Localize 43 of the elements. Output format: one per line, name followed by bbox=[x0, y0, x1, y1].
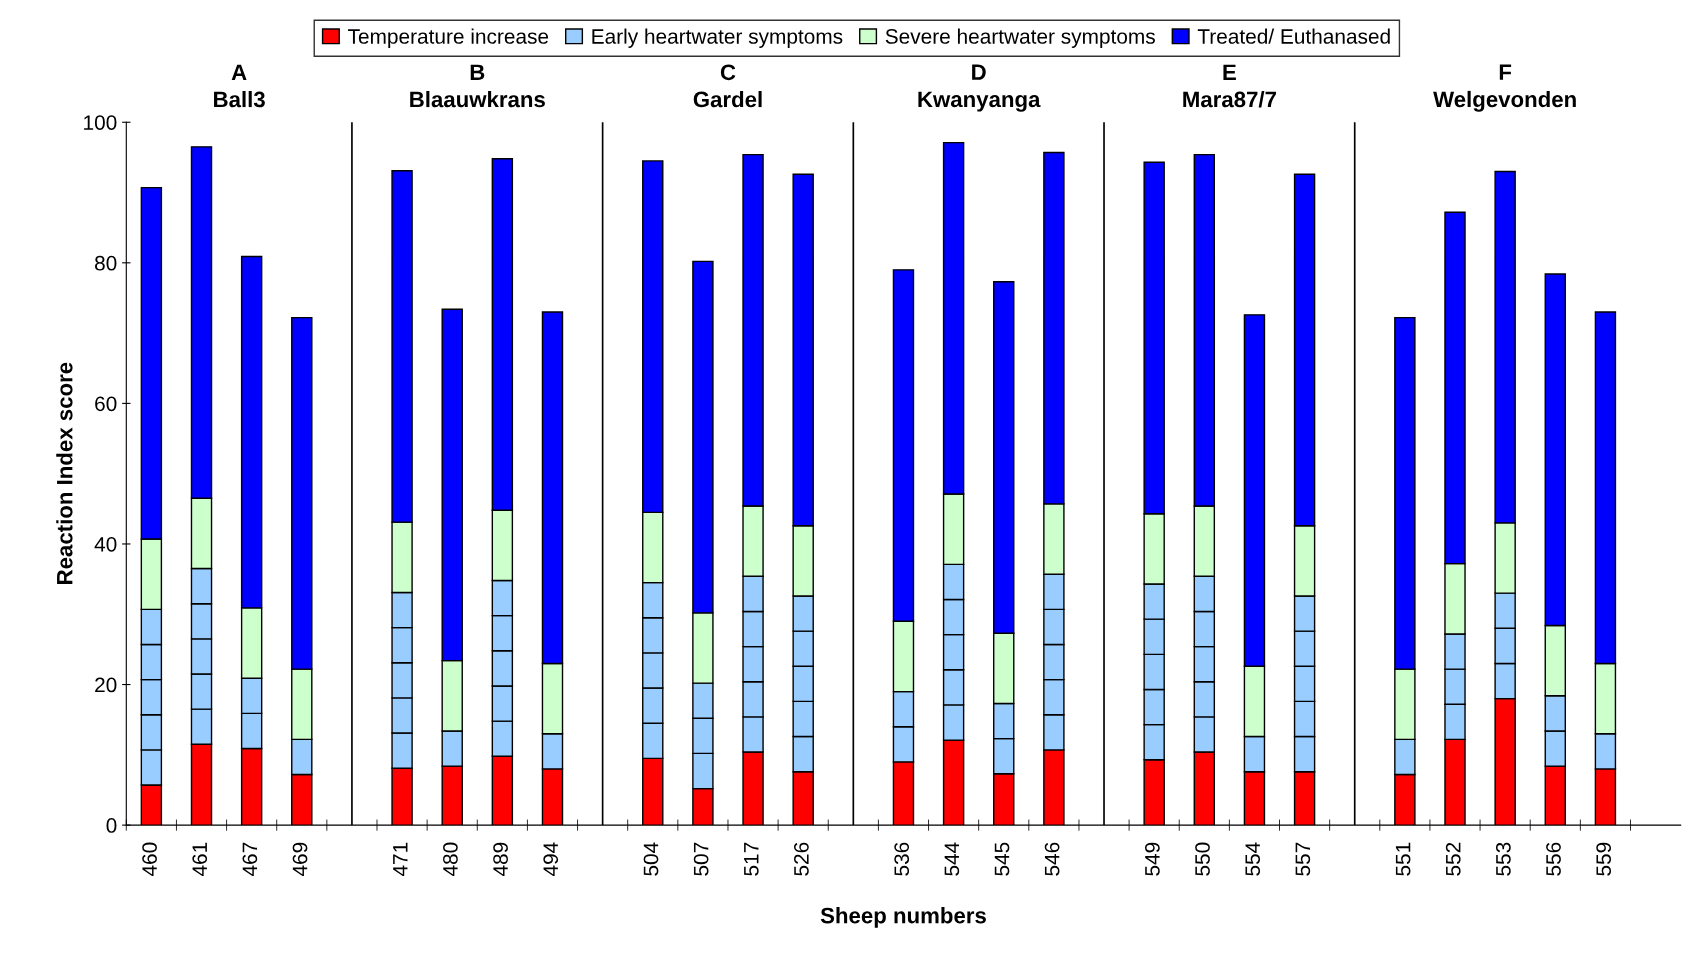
x-tick-label: 467 bbox=[242, 842, 258, 877]
x-tick-label: 504 bbox=[643, 842, 659, 876]
x-tick-label: 559 bbox=[1596, 842, 1612, 876]
x-tick-label: 536 bbox=[894, 842, 910, 876]
x-tick-label: 461 bbox=[192, 842, 208, 877]
x-tick-label: 556 bbox=[1546, 842, 1561, 876]
text: D Kwanyanga bbox=[918, 64, 1041, 112]
y-tick-label: 80 bbox=[95, 255, 117, 271]
x-tick-label: 526 bbox=[794, 842, 809, 876]
legend-label: Early heartwater symptoms bbox=[592, 28, 843, 48]
x-tick-label: 507 bbox=[693, 842, 709, 876]
x-tick-label: 557 bbox=[1295, 842, 1311, 876]
x-tick-label: 460 bbox=[142, 842, 157, 877]
x-tick-label: 550 bbox=[1195, 842, 1210, 876]
x-tick-label: 480 bbox=[443, 842, 458, 877]
text: A Ball3 bbox=[214, 64, 265, 108]
x-tick-label: 494 bbox=[543, 842, 559, 877]
x-tick-label: 549 bbox=[1145, 842, 1160, 876]
y-axis-title: Reaction Index score bbox=[56, 362, 73, 584]
x-tick-label: 552 bbox=[1445, 842, 1461, 876]
legend-label: Temperature increase bbox=[348, 28, 549, 48]
x-tick-label: 551 bbox=[1395, 842, 1411, 876]
y-tick-label: 100 bbox=[84, 115, 117, 130]
y-tick-label: 40 bbox=[94, 536, 117, 552]
x-tick-label: 489 bbox=[493, 842, 508, 877]
y-tick-label: 0 bbox=[106, 818, 117, 833]
legend-label: Treated/ Euthanased bbox=[1197, 28, 1390, 44]
x-tick-label: 554 bbox=[1245, 842, 1261, 876]
text: F Welgevonden bbox=[1433, 64, 1576, 112]
text: E Mara87/7 bbox=[1183, 64, 1276, 108]
text: B Blaauwkrans bbox=[410, 64, 545, 108]
x-tick-label: 471 bbox=[393, 842, 408, 877]
legend-label: Severe heartwater symptoms bbox=[885, 28, 1155, 48]
x-tick-label: 517 bbox=[744, 842, 759, 876]
text: C Gardel bbox=[693, 64, 762, 108]
x-tick-label: 544 bbox=[944, 842, 960, 876]
x-tick-label: 545 bbox=[994, 842, 1010, 876]
x-tick-label: 546 bbox=[1044, 842, 1060, 876]
y-tick-label: 60 bbox=[95, 396, 117, 412]
x-axis-title: Sheep numbers bbox=[820, 907, 986, 928]
x-tick-label: 553 bbox=[1495, 842, 1511, 876]
x-tick-label: 469 bbox=[292, 842, 308, 877]
y-tick-label: 20 bbox=[95, 677, 117, 693]
